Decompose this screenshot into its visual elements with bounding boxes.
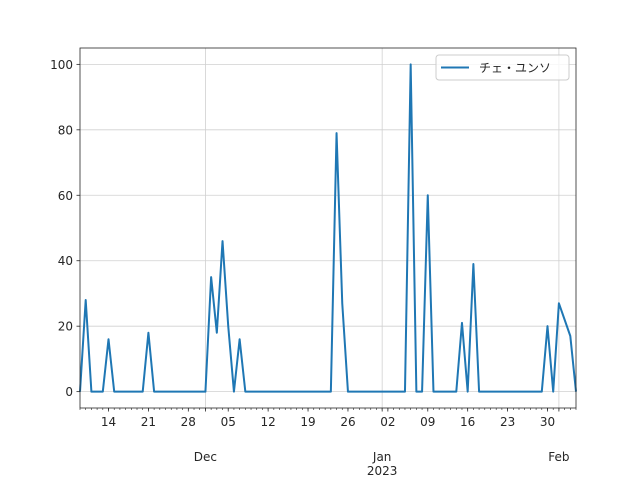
plot-area [80, 48, 576, 408]
y-tick-label: 80 [58, 123, 73, 137]
x-tick-label: 28 [181, 415, 196, 429]
y-tick-label: 60 [58, 189, 73, 203]
x-month-label: Jan [372, 450, 392, 464]
y-tick-label: 100 [50, 58, 73, 72]
x-year-label: 2023 [367, 464, 398, 478]
x-tick-label: 30 [540, 415, 555, 429]
x-tick-label: 19 [300, 415, 315, 429]
y-tick-label: 40 [58, 254, 73, 268]
x-month-label: Dec [194, 450, 217, 464]
series-layer [79, 63, 577, 393]
y-tick-label: 20 [58, 320, 73, 334]
x-tick-label: 23 [500, 415, 515, 429]
x-tick-label: 02 [380, 415, 395, 429]
x-tick-label: 16 [460, 415, 475, 429]
x-tick-label: 05 [221, 415, 236, 429]
axes-frame [79, 47, 577, 409]
x-tick-label: 14 [101, 415, 116, 429]
x-tick-label: 26 [340, 415, 355, 429]
legend-label: チェ・ユンソ [479, 61, 551, 75]
x-tick-label: 09 [420, 415, 435, 429]
x-tick-label: 12 [260, 415, 275, 429]
x-tick-label: 21 [141, 415, 156, 429]
legend: チェ・ユンソ [435, 54, 570, 81]
series-line [79, 63, 577, 393]
x-month-label: Feb [548, 450, 569, 464]
y-tick-label: 0 [65, 385, 73, 399]
legend-box [435, 54, 570, 81]
